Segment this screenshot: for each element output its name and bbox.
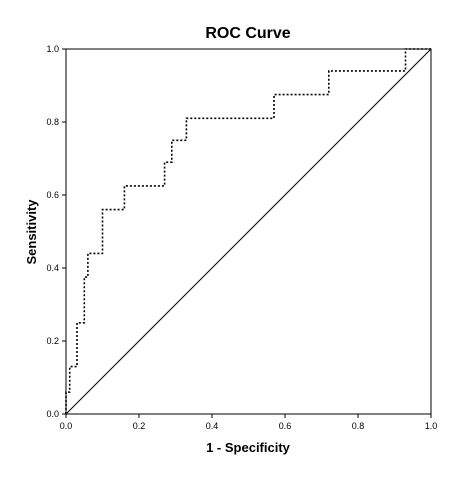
x-tick-label: 0.2 (133, 421, 146, 431)
y-axis-label: Sensitivity (24, 199, 39, 265)
x-tick-label: 0.6 (279, 421, 292, 431)
reference-diagonal-line (65, 48, 432, 415)
x-axis-label: 1 - Specificity (206, 440, 291, 455)
x-tick-label: 0.0 (60, 421, 73, 431)
x-tick-label: 1.0 (425, 421, 438, 431)
series-layer (65, 48, 432, 415)
chart-title: ROC Curve (205, 25, 290, 42)
plot-frame (65, 48, 432, 415)
x-tick-label: 0.8 (352, 421, 365, 431)
x-axis-ticks: 0.0 0.2 0.4 0.6 0.8 1.0 (60, 414, 438, 431)
y-tick-label: 0.0 (46, 409, 59, 419)
y-axis-ticks: 0.0 0.2 0.4 0.6 0.8 1.0 (46, 44, 66, 419)
y-tick-label: 0.6 (46, 190, 59, 200)
y-tick-label: 0.2 (46, 336, 59, 346)
y-tick-label: 0.4 (46, 263, 59, 273)
y-tick-label: 0.8 (46, 117, 59, 127)
roc-curve-line (65, 48, 431, 414)
y-tick-label: 1.0 (46, 44, 59, 54)
x-tick-label: 0.4 (206, 421, 219, 431)
